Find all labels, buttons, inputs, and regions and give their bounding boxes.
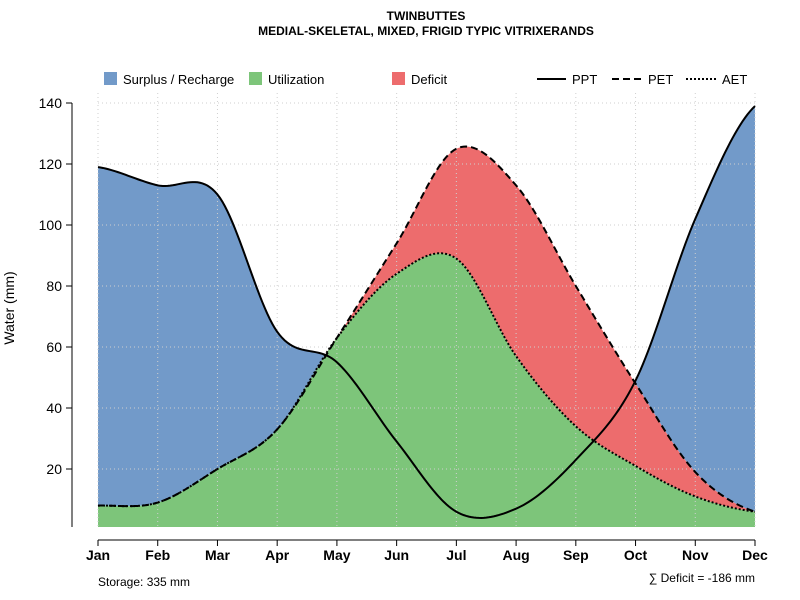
series-line-pet xyxy=(97,145,756,513)
legend: Surplus / Recharge Utilization Deficit P… xyxy=(104,72,747,87)
x-tick-label: Sep xyxy=(563,547,589,563)
deficit-label: ∑ Deficit = -186 mm xyxy=(649,571,755,585)
plot-areas xyxy=(98,106,755,527)
x-tick-label: Mar xyxy=(205,547,230,563)
y-ticks: 20 40 60 80 100 120 140 xyxy=(39,95,72,477)
x-tick-label: Nov xyxy=(682,547,709,563)
x-tick-label: Dec xyxy=(742,547,768,563)
chart-title: TWINBUTTES xyxy=(387,9,466,23)
x-tick-label: Jun xyxy=(384,547,409,563)
x-tick-label: May xyxy=(323,547,350,563)
y-axis-title: Water (mm) xyxy=(1,271,17,344)
legend-label-ppt: PPT xyxy=(572,72,597,87)
legend-swatch-surplus xyxy=(104,72,117,85)
x-tick-label: Oct xyxy=(624,547,648,563)
x-ticks: Jan Feb Mar Apr May Jun Jul Aug Sep Oct Nov Dec xyxy=(86,540,768,563)
area-utilization xyxy=(98,253,755,527)
x-tick-label: Feb xyxy=(145,547,170,563)
area-deficit xyxy=(98,146,755,512)
legend-swatch-utilization xyxy=(249,72,262,85)
area-surplus-recharge xyxy=(98,106,755,512)
legend-label-surplus: Surplus / Recharge xyxy=(123,72,234,87)
storage-label: Storage: 335 mm xyxy=(98,575,190,589)
legend-label-utilization: Utilization xyxy=(268,72,324,87)
legend-label-aet: AET xyxy=(722,72,747,87)
legend-label-deficit: Deficit xyxy=(411,72,448,87)
x-tick-label: Aug xyxy=(502,547,529,563)
series-line-aet xyxy=(97,252,756,513)
axes xyxy=(71,103,755,541)
x-tick-label: Apr xyxy=(265,547,290,563)
series-lines xyxy=(97,105,756,519)
y-tick-label: 60 xyxy=(46,339,62,355)
y-tick-label: 140 xyxy=(39,95,63,111)
legend-label-pet: PET xyxy=(648,72,673,87)
y-tick-label: 40 xyxy=(46,400,62,416)
x-tick-label: Jul xyxy=(446,547,466,563)
x-tick-label: Jan xyxy=(86,547,110,563)
legend-swatch-deficit xyxy=(392,72,405,85)
chart-subtitle: MEDIAL-SKELETAL, MIXED, FRIGID TYPIC VIT… xyxy=(258,24,594,38)
series-line-ppt xyxy=(97,105,756,519)
y-tick-label: 120 xyxy=(39,156,63,172)
y-tick-label: 80 xyxy=(46,278,62,294)
y-tick-label: 100 xyxy=(39,217,63,233)
grid xyxy=(97,93,756,527)
y-tick-label: 20 xyxy=(46,461,62,477)
